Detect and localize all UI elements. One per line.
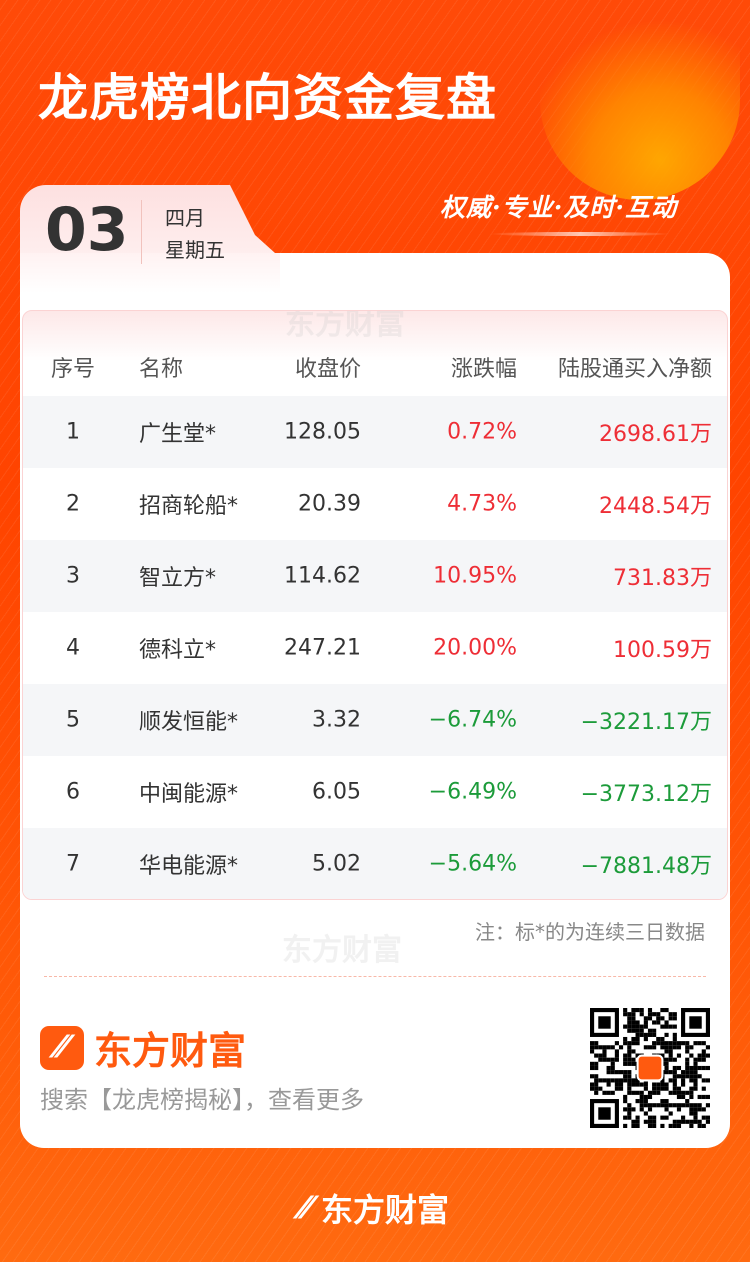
brand-name: 东方财富 xyxy=(94,1029,247,1073)
row-index: 7 xyxy=(66,851,80,877)
column-header-close: 收盘价 xyxy=(294,357,361,382)
row-index: 2 xyxy=(66,491,80,517)
date-month: 四月 xyxy=(165,206,205,230)
change-pct: −6.49% xyxy=(428,779,517,805)
brand-logo: ⁄⁄ 东方财富 xyxy=(40,1020,246,1075)
close-price: 20.39 xyxy=(298,491,361,517)
stock-name: 中闽能源* xyxy=(139,782,239,807)
column-header-net-buy: 陆股通买入净额 xyxy=(557,357,712,382)
change-pct: 0.72% xyxy=(447,419,517,445)
watermark: 东方财富 xyxy=(285,310,405,342)
row-index: 4 xyxy=(66,635,80,661)
close-price: 3.32 xyxy=(312,707,361,733)
net-buy: 100.59万 xyxy=(613,638,712,663)
table-row[interactable]: 2 招商轮船* 20.39 4.73% 2448.54万 xyxy=(23,468,727,540)
slogan-underline xyxy=(490,232,670,236)
table-row[interactable]: 3 智立方* 114.62 10.95% 731.83万 xyxy=(23,540,727,612)
watermark: 东方财富 xyxy=(282,933,402,968)
column-header-name: 名称 xyxy=(139,357,184,382)
close-price: 5.02 xyxy=(312,851,361,877)
table-header: 序号 名称 收盘价 涨跌幅 陆股通买入净额 xyxy=(23,339,727,395)
close-price: 114.62 xyxy=(284,563,361,589)
close-price: 128.05 xyxy=(284,419,361,445)
change-pct: 10.95% xyxy=(433,563,517,589)
search-hint: 搜索【龙虎榜揭秘】，查看更多 xyxy=(40,1086,364,1114)
net-buy: −7881.48万 xyxy=(580,854,712,879)
stock-name: 招商轮船* xyxy=(139,494,239,519)
date-weekday: 星期五 xyxy=(165,238,225,262)
date-day: 03 xyxy=(45,195,129,265)
table-row[interactable]: 4 德科立* 247.21 20.00% 100.59万 xyxy=(23,612,727,684)
slogan: 权威·专业·及时·互动 xyxy=(440,193,678,222)
column-header-change: 涨跌幅 xyxy=(450,357,517,382)
stock-name: 广生堂* xyxy=(139,422,217,447)
stock-name: 智立方* xyxy=(139,566,217,591)
close-price: 6.05 xyxy=(312,779,361,805)
stock-name: 华电能源* xyxy=(139,854,239,879)
qr-code[interactable] xyxy=(590,1008,710,1128)
stock-name: 顺发恒能* xyxy=(139,710,239,735)
table-row[interactable]: 5 顺发恒能* 3.32 −6.74% −3221.17万 xyxy=(23,684,727,756)
row-index: 6 xyxy=(66,779,80,805)
footnote: 注：标*的为连续三日数据 xyxy=(475,920,705,944)
change-pct: 4.73% xyxy=(447,491,517,517)
table-row[interactable]: 7 华电能源* 5.02 −5.64% −7881.48万 xyxy=(23,828,727,899)
net-buy: 2448.54万 xyxy=(599,494,712,519)
change-pct: −5.64% xyxy=(428,851,517,877)
brand-logo-icon: ⁄⁄ xyxy=(40,1025,84,1070)
row-index: 1 xyxy=(66,419,80,445)
net-buy: −3221.17万 xyxy=(580,710,712,735)
column-header-index: 序号 xyxy=(51,357,96,382)
net-buy: 731.83万 xyxy=(613,566,712,591)
table-row[interactable]: 1 广生堂* 128.05 0.72% 2698.61万 xyxy=(23,396,727,468)
page-title: 龙虎榜北向资金复盘 xyxy=(38,69,497,127)
divider xyxy=(44,976,706,977)
row-index: 5 xyxy=(66,707,80,733)
change-pct: 20.00% xyxy=(433,635,517,661)
footer-brand-name: 东方财富 xyxy=(321,1191,450,1229)
date-tab-fade xyxy=(20,253,280,293)
net-buy: 2698.61万 xyxy=(599,422,712,447)
brand-mark-icon: ⁄⁄ xyxy=(300,1190,311,1226)
close-price: 247.21 xyxy=(284,635,361,661)
data-table: 东方财富 序号 名称 收盘价 涨跌幅 陆股通买入净额 1 广生堂* 128.05… xyxy=(22,310,728,900)
decorative-flame xyxy=(540,0,740,200)
row-index: 3 xyxy=(66,563,80,589)
net-buy: −3773.12万 xyxy=(580,782,712,807)
table-row[interactable]: 6 中闽能源* 6.05 −6.49% −3773.12万 xyxy=(23,756,727,828)
stock-name: 德科立* xyxy=(139,638,217,663)
footer-brand: ⁄⁄ 东方财富 xyxy=(0,1185,750,1231)
change-pct: −6.74% xyxy=(428,707,517,733)
date-divider xyxy=(141,200,142,264)
